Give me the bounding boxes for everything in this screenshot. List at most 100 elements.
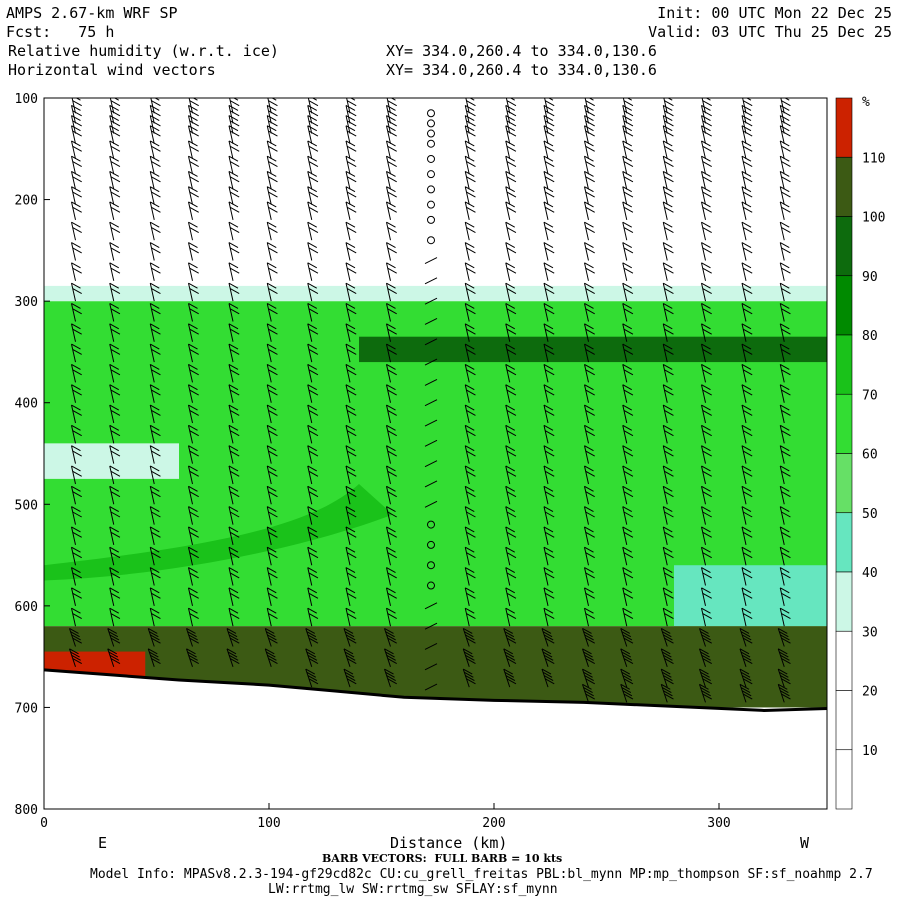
wind-barb-feather (267, 424, 277, 431)
wind-barb-feather (308, 267, 319, 274)
wind-barb-feather (466, 145, 476, 152)
wind-barb-feather (387, 176, 397, 183)
wind-barb-feather (229, 328, 240, 335)
wind-barb-feather (543, 221, 554, 228)
wind-barb-feather (781, 369, 791, 376)
calm-barb (427, 109, 435, 118)
wind-barb-feather (506, 100, 517, 107)
wind-barb (464, 171, 470, 190)
wind-barb-feather (387, 328, 397, 335)
wind-barb-feather (742, 110, 753, 117)
wind-barb (584, 486, 589, 505)
wind-barb (109, 105, 115, 124)
wind-barb-feather (465, 404, 475, 411)
wind-barb-feather (109, 363, 119, 370)
wind-barb (464, 486, 470, 505)
wind-barb-feather (307, 186, 317, 193)
wind-barb (701, 445, 706, 464)
wind-barb-feather (544, 637, 555, 644)
wind-barb-feather (742, 531, 753, 538)
wind-barb-feather (702, 328, 712, 335)
wind-barb-feather (705, 98, 711, 101)
wind-barb-feather (742, 678, 753, 685)
wind-barb-feather (544, 613, 555, 620)
wind-barb-feather (781, 511, 791, 518)
wind-barb-feather (781, 161, 791, 168)
wind-barb (701, 171, 706, 190)
wind-barb-feather (109, 201, 119, 208)
wind-barb (662, 404, 668, 424)
wind-barb-feather (267, 262, 277, 269)
wind-barb (307, 156, 313, 175)
wind-barb-feather (781, 176, 791, 183)
calm-barb (427, 154, 435, 163)
wind-barb (543, 186, 549, 205)
wind-barb-feather (344, 671, 355, 678)
wind-barb-feather (306, 651, 317, 658)
wind-barb-feather (623, 637, 634, 644)
wind-barb-feather (268, 531, 278, 538)
wind-barb-feather (585, 206, 595, 213)
wind-barb (109, 323, 115, 342)
wind-barb-feather (151, 409, 161, 416)
wind-barb-feather (151, 369, 161, 376)
wind-barb-feather (585, 120, 595, 127)
wind-barb-feather (229, 206, 240, 213)
wind-barb-feather (741, 221, 752, 228)
wind-barb-feather (623, 389, 634, 396)
wind-barb-feather (150, 303, 160, 309)
wind-barb (543, 242, 549, 261)
wind-barb-feather (623, 247, 634, 254)
wind-barb-feather (343, 628, 354, 634)
wind-barb-feather (505, 104, 515, 111)
wind-barb (386, 125, 391, 144)
wind-barb-feather (386, 445, 396, 452)
wind-barb (739, 628, 747, 647)
wind-barb-feather (268, 206, 278, 213)
wind-barb (701, 425, 706, 444)
wind-barb-feather (584, 343, 594, 350)
wind-barb-feather (186, 648, 196, 655)
wind-barb-feather (466, 191, 476, 198)
wind-barb-feather (72, 450, 82, 457)
wind-barb-feather (150, 607, 160, 614)
wind-barb-feather (661, 683, 671, 690)
wind-barb-feather (110, 658, 121, 664)
wind-barb-feather (543, 445, 554, 452)
wind-barb-feather (702, 161, 712, 168)
wind-barb-feather (585, 191, 595, 198)
wind-barb-feather (622, 363, 632, 370)
wind-barb (345, 323, 351, 342)
wind-barb (424, 419, 438, 427)
wind-barb-feather (781, 206, 791, 213)
wind-barb-feather (75, 98, 81, 101)
wind-barb-feather (72, 491, 82, 498)
wind-barb (188, 343, 193, 363)
wind-barb-feather (346, 227, 357, 234)
wind-barb-feather (781, 267, 791, 274)
wind-barb-feather (308, 349, 319, 355)
wind-barb (307, 506, 313, 525)
wind-barb-feather (109, 424, 119, 431)
wind-barb-feather (663, 104, 673, 111)
wind-barb (464, 506, 470, 525)
wind-barb-feather (267, 242, 277, 248)
wind-barb (188, 303, 193, 322)
wind-barb (739, 648, 747, 667)
wind-barb-feather (387, 511, 397, 518)
wind-barb-feather (72, 637, 82, 644)
wind-barb-feather (466, 176, 476, 183)
wind-barb-feather (150, 404, 160, 411)
wind-barb-feather (506, 130, 517, 137)
wind-barb-feather (466, 349, 476, 355)
wind-barb-feather (465, 140, 475, 147)
wind-barb-feather (229, 369, 240, 376)
wind-barb (543, 608, 549, 627)
wind-barb (741, 425, 747, 444)
wind-barb (741, 323, 747, 342)
wind-barb (584, 343, 589, 363)
wind-barb-feather (345, 654, 356, 661)
wind-barb (779, 283, 785, 302)
wind-barb-feather (267, 343, 277, 350)
wind-barb-feather (345, 506, 356, 513)
